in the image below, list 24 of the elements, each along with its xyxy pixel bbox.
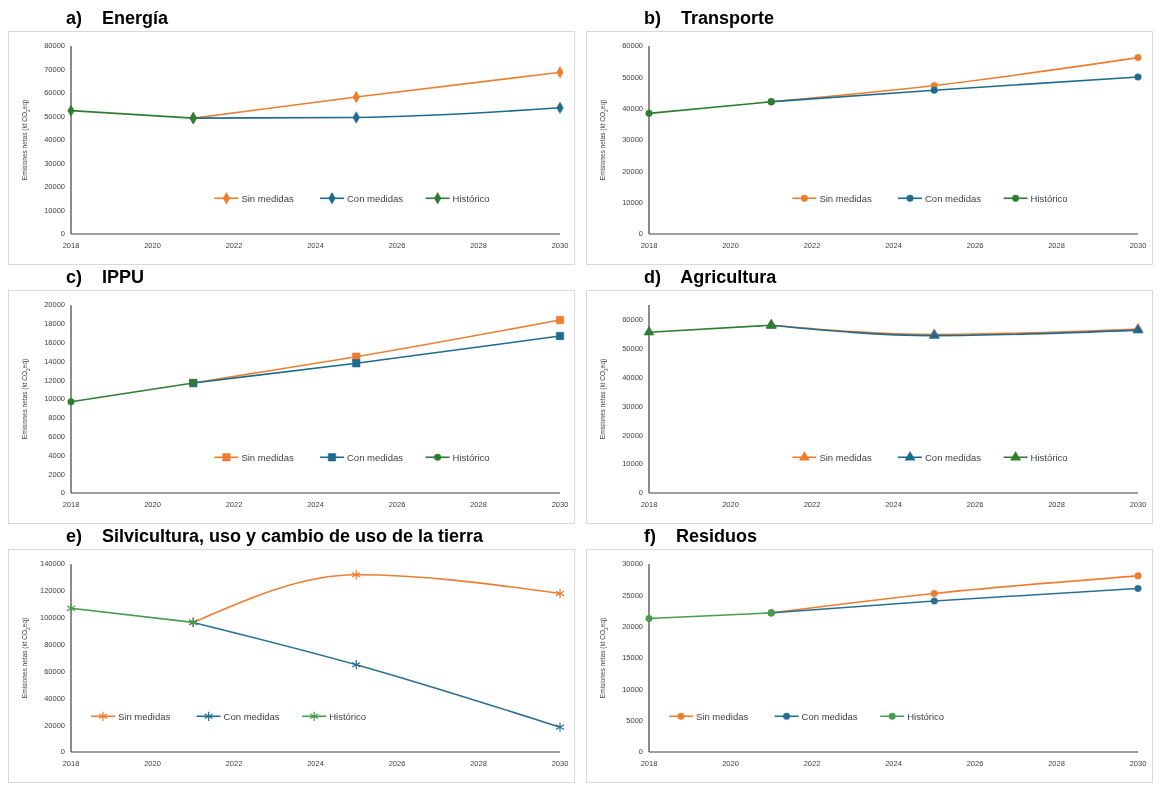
legend-label: Histórico <box>1030 192 1068 204</box>
chart-title: a) Energía <box>65 8 170 29</box>
legend-label: Sin medidas <box>696 710 749 722</box>
legend-label: Histórico <box>452 192 490 204</box>
legend-label: Con medidas <box>223 710 280 722</box>
legend-label: Sin medidas <box>819 192 872 204</box>
legend-label: Con medidas <box>801 710 858 722</box>
legend-label: Con medidas <box>347 192 404 204</box>
legend-label: Sin medidas <box>241 451 294 463</box>
chart-title: d) Agricultura <box>643 267 778 288</box>
chart-title: c) IPPU <box>65 267 146 288</box>
chart-title: f) Residuos <box>643 526 758 547</box>
legend-label: Histórico <box>452 451 490 463</box>
legend-label: Sin medidas <box>241 192 294 204</box>
legend-label: Histórico <box>1030 451 1068 463</box>
legend-label: Histórico <box>907 710 945 722</box>
legend-label: Sin medidas <box>819 451 872 463</box>
legend-label: Histórico <box>329 710 367 722</box>
legend-label: Con medidas <box>925 192 982 204</box>
chart-title: b) Transporte <box>643 8 776 29</box>
legend-label: Sin medidas <box>118 710 171 722</box>
legend-label: Con medidas <box>925 451 982 463</box>
legend-label: Con medidas <box>347 451 404 463</box>
chart-title: e) Silvicultura, uso y cambio de uso de la tierra <box>65 526 485 547</box>
